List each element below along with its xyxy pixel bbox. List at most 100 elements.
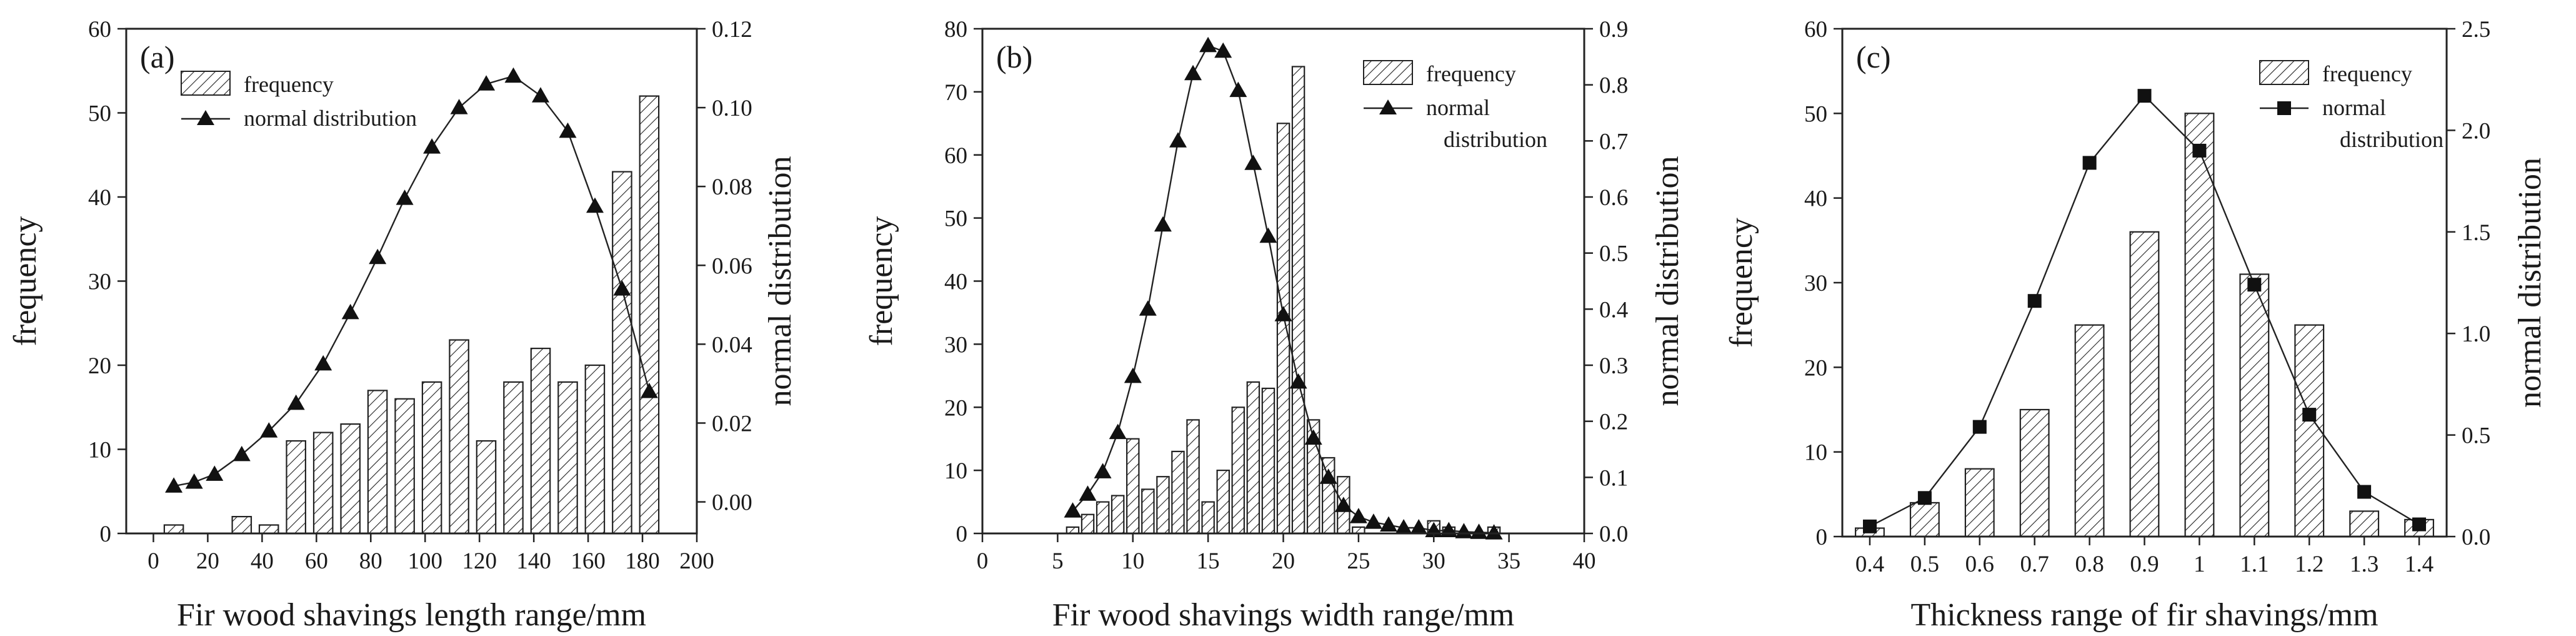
y2-tick-label: 0.6: [1599, 185, 1628, 211]
frequency-bar: [340, 423, 361, 535]
normal-distribution-point: [2137, 89, 2152, 103]
x-tick-label: 25: [1347, 548, 1370, 574]
y2-tick-label: 1.5: [2462, 220, 2490, 246]
chart-panel-1: 0 20 40 60 80 100 120 140 160 180 200 0 10 20 30 40 50 60…: [7, 17, 798, 633]
normal-distribution-point: [1199, 36, 1217, 53]
normal-distribution-point: [640, 383, 658, 398]
frequency-bar: [2349, 510, 2380, 538]
normal-distribution-point: [450, 99, 468, 114]
normal-distribution-point: [2412, 517, 2426, 532]
normal-distribution-point: [2192, 143, 2207, 158]
y-tick-label: 50: [944, 206, 967, 232]
normal-distribution-point: [341, 303, 359, 320]
normal-distribution-point: [1395, 519, 1413, 535]
x-tick-label: 1.4: [2405, 552, 2434, 577]
y-tick-label: 40: [1804, 186, 1827, 212]
y2-tick-label: 0.7: [1599, 129, 1628, 154]
normal-distribution-point: [1184, 64, 1202, 81]
normal-distribution-point: [165, 477, 183, 493]
y2-tick-label: 0.4: [1599, 297, 1628, 323]
x-tick-label: 160: [571, 548, 606, 574]
normal-distribution-point: [586, 197, 604, 213]
normal-distribution-point: [369, 248, 387, 265]
frequency-bar: [1352, 526, 1365, 535]
normal-distribution-point: [1064, 502, 1082, 518]
frequency-bar: [1964, 468, 1995, 538]
normal-distribution-point: [2027, 294, 2042, 308]
x-axis-title: Thickness range of fir shavings/mm: [1910, 597, 2378, 633]
x-tick-label: 1.2: [2295, 552, 2324, 577]
legend-distribution-label: distribution: [2340, 127, 2444, 152]
normal-distribution-point: [1349, 508, 1367, 523]
x-tick-label: 0: [147, 548, 159, 574]
y-tick-label: 60: [944, 143, 967, 169]
x-tick-label: 100: [407, 548, 442, 574]
y-tick-label: 10: [944, 458, 967, 484]
normal-distribution-point: [1364, 513, 1382, 529]
frequency-bar: [1231, 406, 1245, 535]
y-tick-label: 30: [88, 270, 111, 295]
x-tick-label: 0.9: [2130, 552, 2159, 577]
frequency-bar: [1156, 476, 1170, 535]
y2-axis-title: normal distribution: [1650, 156, 1685, 406]
x-tick-label: 0.5: [1910, 552, 1939, 577]
y-tick-label: 0: [1816, 525, 1828, 550]
x-tick-label: 10: [1121, 548, 1144, 574]
normal-distribution-point: [260, 422, 278, 438]
x-tick-label: 1.1: [2240, 552, 2269, 577]
x-tick-label: 0.6: [1965, 552, 1994, 577]
legend-frequency-swatch: [1363, 60, 1413, 85]
frequency-bar: [1126, 438, 1140, 535]
y2-tick-label: 0.02: [712, 411, 752, 437]
normal-distribution-point: [2082, 156, 2097, 170]
x-tick-label: 60: [305, 548, 328, 574]
frequency-bar: [2239, 273, 2270, 538]
normal-distribution-point: [1274, 306, 1292, 321]
frequency-bar: [2074, 324, 2105, 538]
normal-distribution-point: [532, 87, 549, 103]
normal-distribution-point: [1334, 497, 1352, 512]
frequency-bar: [1111, 495, 1125, 535]
normal-distribution-point: [504, 67, 522, 83]
normal-distribution-point: [287, 394, 305, 410]
y2-axis-title: normal distribution: [2512, 158, 2548, 408]
frequency-bar: [394, 398, 415, 535]
x-tick-label: 1.3: [2350, 552, 2379, 577]
x-tick-label: 30: [1422, 548, 1445, 574]
legend-normal-label: normal: [1426, 95, 1490, 120]
x-tick-label: 35: [1497, 548, 1520, 574]
normal-distribution-point: [396, 189, 414, 205]
frequency-bar: [503, 381, 524, 535]
legend-frequency-swatch: [2259, 60, 2309, 85]
normal-distribution-point: [1229, 81, 1247, 98]
x-tick-label: 80: [359, 548, 382, 574]
panel-label: (b): [996, 39, 1032, 74]
x-tick-label: 0: [977, 548, 989, 574]
y2-tick-label: 0.8: [1599, 73, 1628, 99]
frequency-bar: [312, 432, 334, 535]
normal-distribution-point: [1380, 516, 1397, 532]
y2-tick-label: 0.2: [1599, 410, 1628, 435]
normal-distribution-point: [206, 465, 224, 481]
normal-distribution-point: [1259, 227, 1277, 243]
x-tick-label: 5: [1052, 548, 1064, 574]
y-tick-label: 20: [944, 395, 967, 421]
frequency-bar: [1201, 501, 1215, 535]
legend-marker-square: [2277, 101, 2291, 115]
y-tick-label: 0: [100, 522, 112, 547]
normal-distribution-point: [1863, 519, 1877, 533]
y2-tick-label: 0.5: [2462, 423, 2490, 449]
frequency-bar: [584, 364, 606, 535]
x-tick-label: 200: [679, 548, 714, 574]
legend-marker-triangle: [197, 110, 214, 125]
y-tick-label: 80: [944, 17, 967, 43]
frequency-bar: [2019, 408, 2050, 538]
legend: frequency normal distribution: [2259, 60, 2444, 152]
y2-axis-title: normal distribution: [762, 156, 798, 406]
normal-distribution-point: [1214, 42, 1232, 58]
frequency-bar: [1186, 419, 1200, 535]
frequency-bar: [557, 381, 578, 535]
normal-distribution-point: [1124, 367, 1142, 383]
legend-frequency-label: frequency: [244, 72, 334, 97]
normal-distribution-point: [613, 280, 631, 296]
